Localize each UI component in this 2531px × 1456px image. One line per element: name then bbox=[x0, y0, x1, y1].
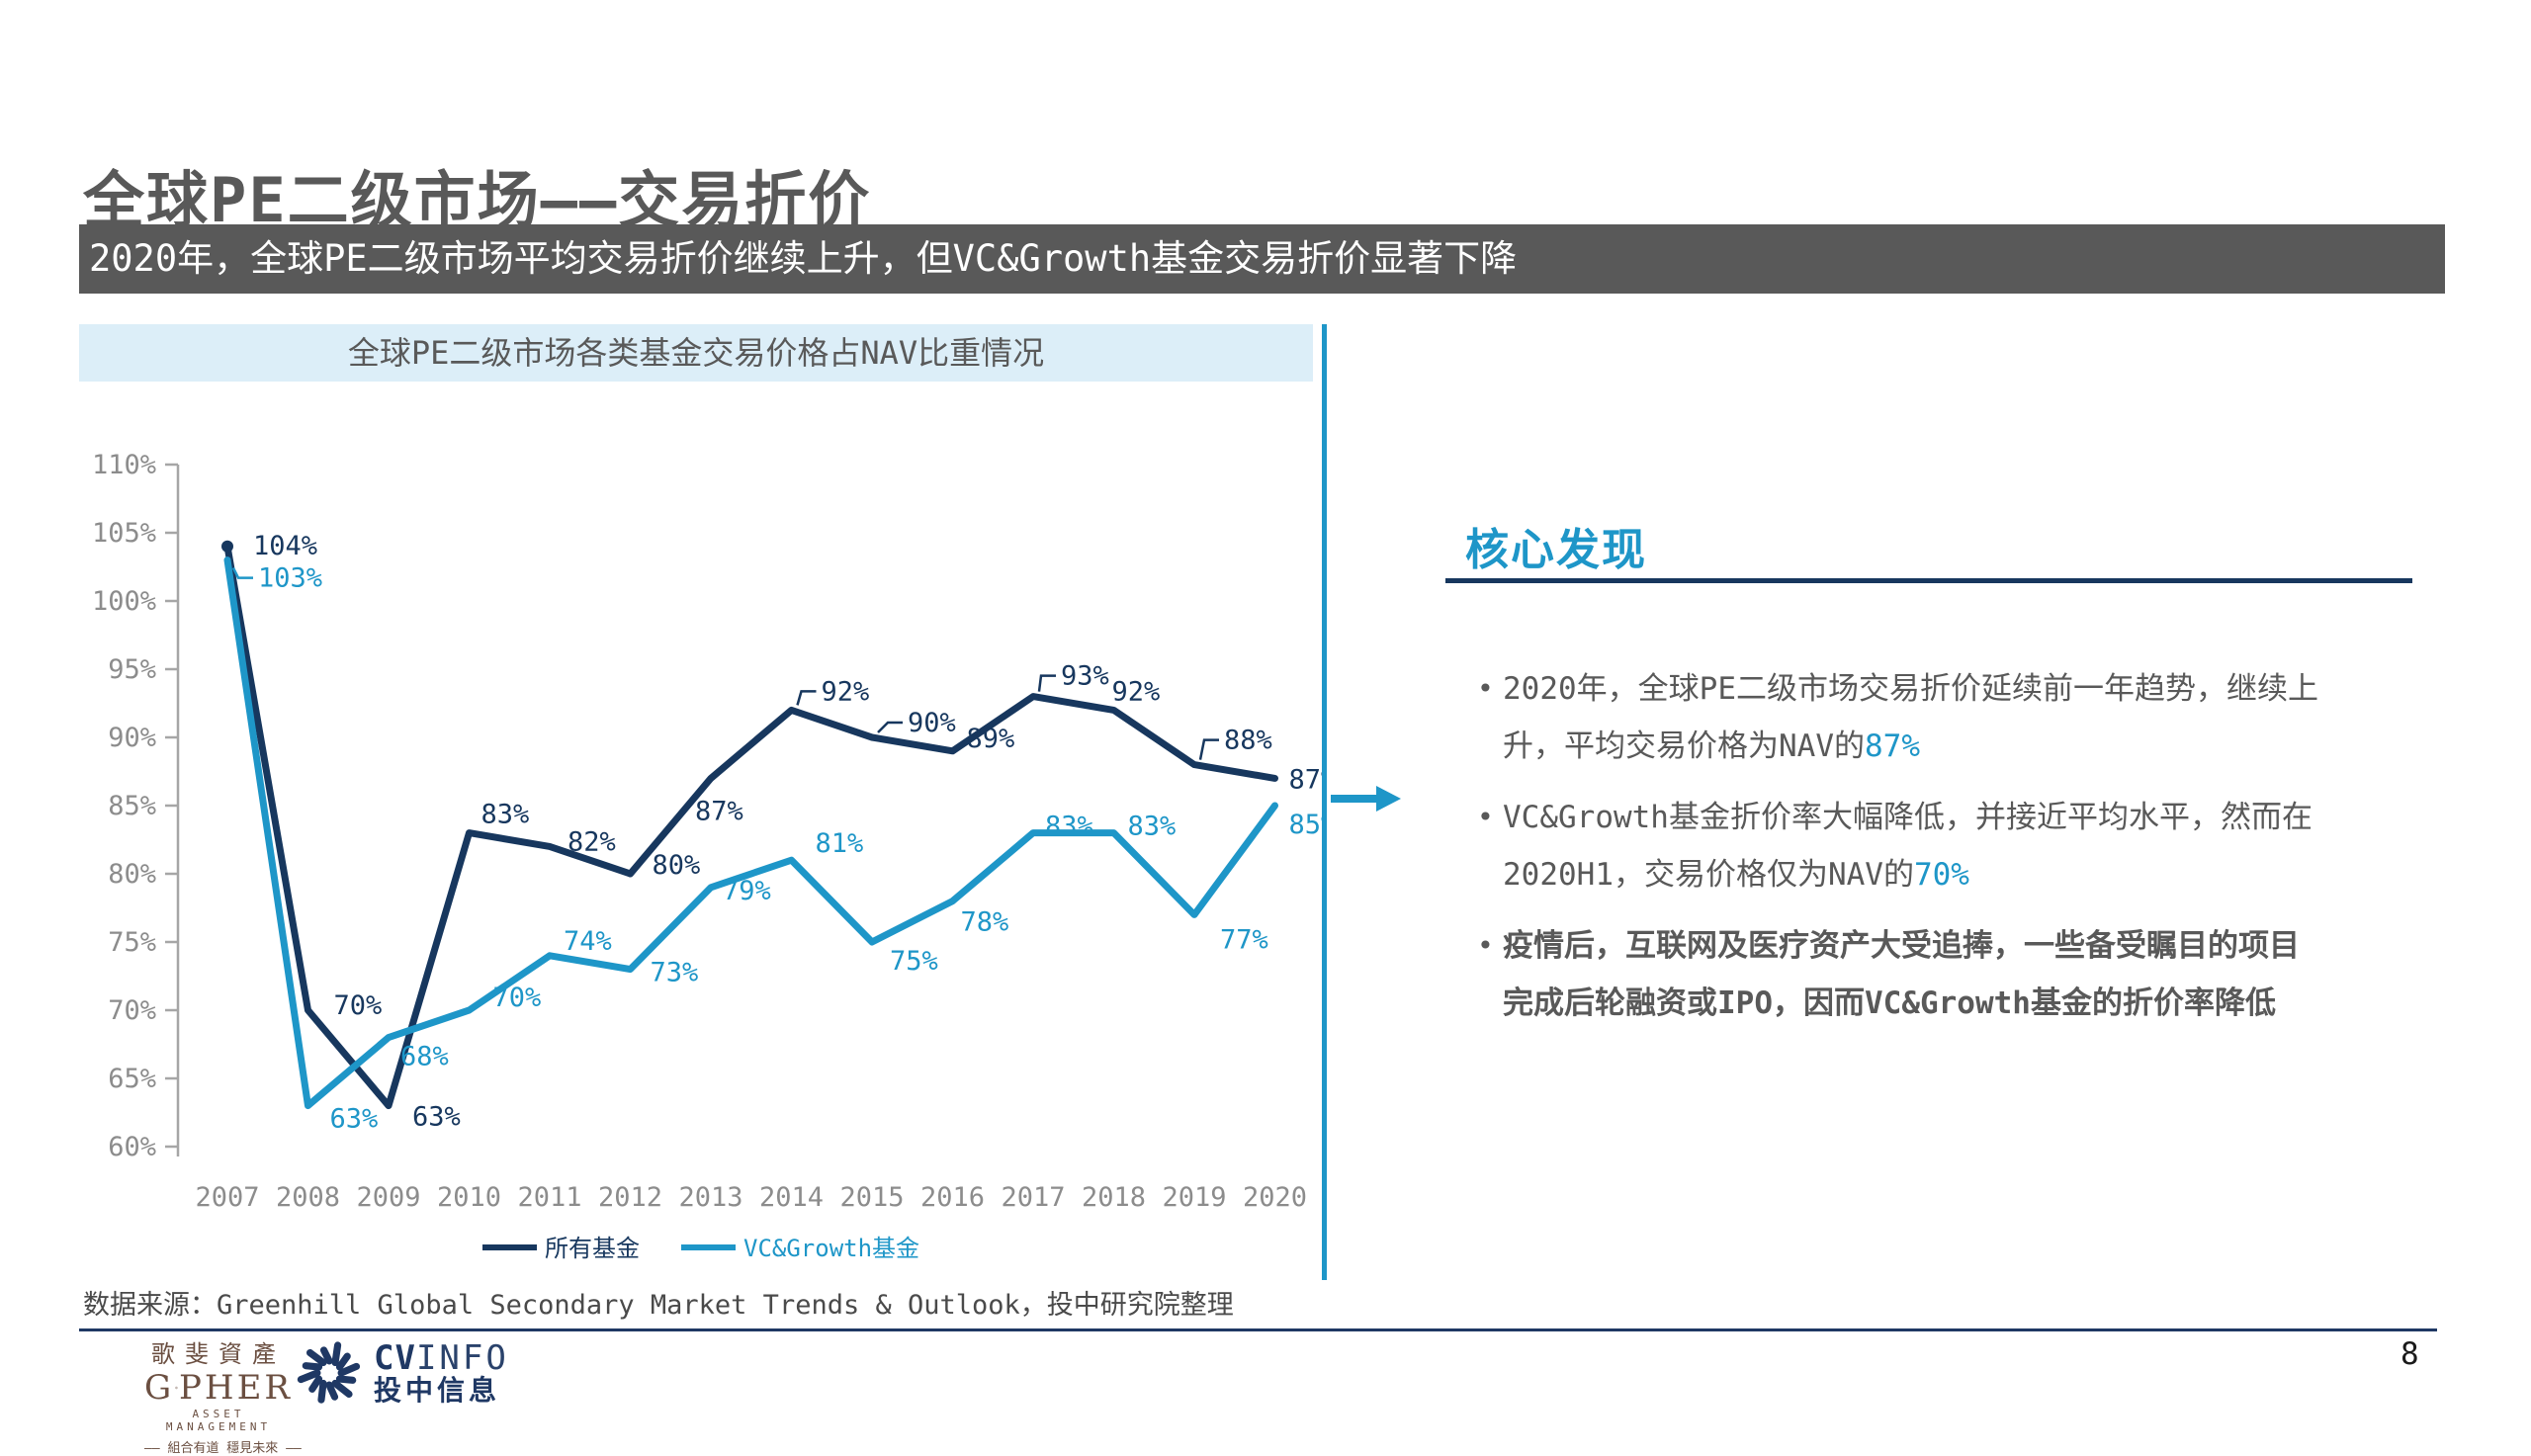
right-arrow-icon bbox=[1331, 786, 1401, 812]
svg-text:83%: 83% bbox=[481, 800, 530, 830]
findings-bullet-list: • 2020年，全球PE二级市场交易折价延续前一年趋势，继续上 升，平均交易价格为… bbox=[1445, 660, 2434, 1046]
bullet-marker: • bbox=[1477, 801, 1494, 833]
gopher-logo: 歌斐資產 G PHER ASSET MANAGEMENT —— 組合有道 穩見未… bbox=[144, 1334, 302, 1456]
svg-text:90%: 90% bbox=[908, 708, 956, 738]
svg-text:VC&Growth基金: VC&Growth基金 bbox=[743, 1235, 919, 1262]
svg-text:2007: 2007 bbox=[195, 1182, 259, 1213]
gopher-logo-cn: 歌斐資產 bbox=[151, 1340, 286, 1368]
svg-text:73%: 73% bbox=[651, 958, 699, 988]
gopher-logo-g: G bbox=[144, 1368, 175, 1408]
svg-text:77%: 77% bbox=[1220, 924, 1268, 955]
svg-text:2017: 2017 bbox=[1001, 1182, 1065, 1213]
page-number: 8 bbox=[2400, 1336, 2419, 1372]
svg-text:93%: 93% bbox=[1061, 661, 1109, 692]
line-chart: 60% 65% 70% 75% 80% 85% 90% 95% 100% 105% 110% 2007… bbox=[92, 450, 1326, 1262]
gopher-logo-subtitle: ASSET MANAGEMENT bbox=[165, 1408, 272, 1433]
bullet-marker: • bbox=[1477, 929, 1494, 962]
svg-text:75%: 75% bbox=[890, 946, 938, 977]
cvinfo-cn: 投中信息 bbox=[374, 1374, 501, 1407]
svg-text:70%: 70% bbox=[493, 983, 542, 1013]
svg-text:78%: 78% bbox=[961, 907, 1009, 938]
svg-text:83%: 83% bbox=[1045, 812, 1093, 842]
svg-text:110%: 110% bbox=[92, 450, 156, 480]
footer-divider-line bbox=[79, 1328, 2437, 1331]
svg-text:所有基金: 所有基金 bbox=[545, 1235, 640, 1262]
svg-text:88%: 88% bbox=[1224, 726, 1272, 756]
gopher-logo-slogan: —— 組合有道 穩見未來 —— bbox=[144, 1441, 302, 1456]
svg-text:2019: 2019 bbox=[1162, 1182, 1226, 1213]
svg-text:87%: 87% bbox=[695, 796, 743, 826]
findings-title: 核心发现 bbox=[1465, 525, 1647, 575]
svg-text:85%: 85% bbox=[1289, 810, 1326, 840]
svg-text:92%: 92% bbox=[822, 676, 870, 707]
data-source-note: 数据来源：Greenhill Global Secondary Market T… bbox=[83, 1290, 1234, 1321]
svg-text:89%: 89% bbox=[967, 724, 1015, 754]
svg-text:82%: 82% bbox=[567, 826, 616, 857]
svg-text:105%: 105% bbox=[92, 518, 156, 549]
svg-text:75%: 75% bbox=[108, 927, 156, 958]
svg-text:65%: 65% bbox=[108, 1064, 156, 1094]
svg-text:63%: 63% bbox=[330, 1104, 379, 1135]
gopher-logo-pher: PHER bbox=[179, 1368, 293, 1408]
chart-title: 全球PE二级市场各类基金交易价格占NAV比重情况 bbox=[79, 324, 1313, 382]
svg-text:70%: 70% bbox=[108, 995, 156, 1026]
svg-text:2016: 2016 bbox=[920, 1182, 985, 1213]
svg-text:2013: 2013 bbox=[678, 1182, 742, 1213]
svg-text:80%: 80% bbox=[108, 859, 156, 890]
svg-text:80%: 80% bbox=[653, 850, 701, 881]
svg-text:2014: 2014 bbox=[759, 1182, 824, 1213]
bullet-text: 2020年，全球PE二级市场交易折价延续前一年趋势，继续上 升，平均交易价格为N… bbox=[1503, 671, 2318, 764]
headline-banner: 2020年，全球PE二级市场平均交易折价继续上升，但VC&Growth基金交易折… bbox=[79, 224, 2445, 294]
section-divider-line bbox=[1322, 324, 1327, 1280]
svg-text:60%: 60% bbox=[108, 1132, 156, 1162]
finding-bullet: • 疫情后，互联网及医疗资产大受追捧，一些备受瞩目的项目 完成后轮融资或IPO，因… bbox=[1445, 917, 2434, 1032]
svg-text:2011: 2011 bbox=[517, 1182, 581, 1213]
svg-text:95%: 95% bbox=[108, 654, 156, 685]
tree-ring-icon bbox=[175, 1386, 178, 1390]
svg-text:68%: 68% bbox=[400, 1042, 449, 1072]
svg-text:103%: 103% bbox=[258, 563, 322, 594]
cvinfo-info: INFO bbox=[415, 1338, 509, 1378]
svg-text:2008: 2008 bbox=[276, 1182, 340, 1213]
svg-text:2018: 2018 bbox=[1082, 1182, 1146, 1213]
gopher-logo-wordmark: G PHER bbox=[144, 1371, 293, 1405]
svg-text:63%: 63% bbox=[412, 1102, 461, 1133]
bullet-marker: • bbox=[1477, 672, 1494, 705]
svg-text:79%: 79% bbox=[723, 876, 771, 906]
bullet-text: VC&Growth基金折价率大幅降低，并接近平均水平，然而在 2020H1，交易… bbox=[1503, 800, 2313, 893]
svg-text:81%: 81% bbox=[816, 828, 864, 859]
svg-text:74%: 74% bbox=[564, 926, 612, 957]
cvinfo-logo: CVINFO 投中信息 bbox=[297, 1340, 509, 1406]
svg-text:70%: 70% bbox=[334, 990, 383, 1021]
findings-underline bbox=[1445, 578, 2412, 583]
cvinfo-cv: CV bbox=[374, 1338, 416, 1378]
finding-bullet: • VC&Growth基金折价率大幅降低，并接近平均水平，然而在 2020H1，交… bbox=[1445, 789, 2434, 903]
svg-text:2012: 2012 bbox=[598, 1182, 662, 1213]
page-title: 全球PE二级市场——交易折价 bbox=[83, 164, 872, 236]
svg-text:85%: 85% bbox=[108, 791, 156, 821]
svg-text:2015: 2015 bbox=[839, 1182, 904, 1213]
cvinfo-wordmark: CVINFO bbox=[374, 1340, 509, 1376]
svg-text:90%: 90% bbox=[108, 723, 156, 753]
svg-text:2009: 2009 bbox=[356, 1182, 420, 1213]
svg-text:100%: 100% bbox=[92, 586, 156, 617]
svg-text:104%: 104% bbox=[253, 531, 317, 561]
svg-text:2010: 2010 bbox=[437, 1182, 501, 1213]
svg-text:87%: 87% bbox=[1289, 764, 1326, 795]
finding-bullet: • 2020年，全球PE二级市场交易折价延续前一年趋势，继续上 升，平均交易价格为… bbox=[1445, 660, 2434, 775]
burst-icon bbox=[297, 1341, 361, 1404]
svg-text:92%: 92% bbox=[1112, 676, 1161, 707]
bullet-text: 疫情后，互联网及医疗资产大受追捧，一些备受瞩目的项目 完成后轮融资或IPO，因而… bbox=[1503, 928, 2300, 1021]
svg-text:83%: 83% bbox=[1128, 812, 1177, 842]
svg-text:2020: 2020 bbox=[1243, 1182, 1307, 1213]
